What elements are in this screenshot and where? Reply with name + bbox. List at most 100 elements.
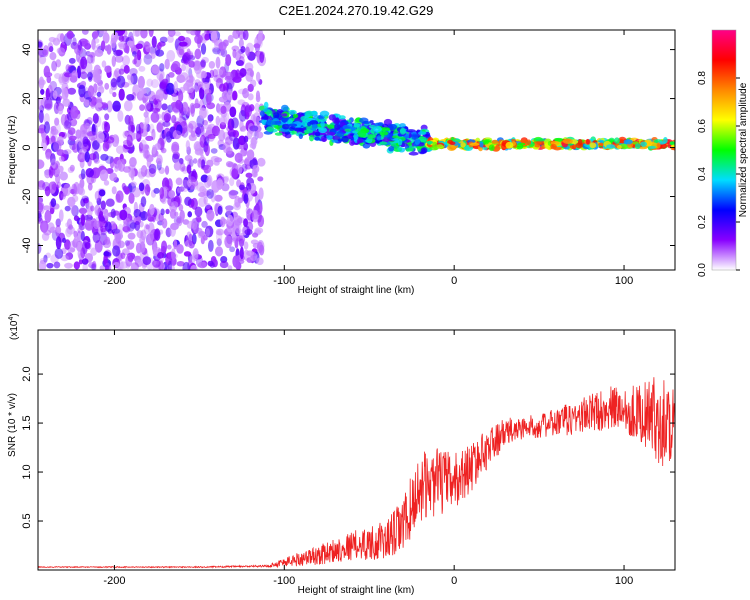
- heatmap-cell: [205, 228, 210, 237]
- heatmap-cell: [228, 131, 236, 142]
- heatmap-cell: [427, 140, 432, 145]
- heatmap-cell: [235, 227, 242, 234]
- heatmap-cell: [132, 187, 141, 198]
- heatmap-cell: [94, 68, 101, 82]
- heatmap-cell: [142, 97, 147, 104]
- heatmap-cell: [147, 222, 155, 235]
- heatmap-cell: [68, 57, 76, 64]
- heatmap-cell: [178, 35, 186, 42]
- heatmap-cell: [61, 39, 67, 45]
- heatmap-cell: [133, 208, 142, 218]
- heatmap-cell: [49, 226, 57, 234]
- heatmap-cell: [201, 81, 211, 91]
- heatmap-cell: [243, 218, 248, 228]
- heatmap-cell: [219, 115, 228, 126]
- heatmap-cell: [382, 127, 391, 132]
- heatmap-cell: [43, 254, 48, 263]
- heatmap-cell: [128, 168, 136, 179]
- heatmap-cell: [60, 254, 69, 262]
- heatmap-cell: [298, 133, 303, 140]
- heatmap-cell: [76, 130, 84, 138]
- heatmap-cell: [151, 35, 157, 48]
- heatmap-cell: [165, 131, 173, 143]
- heatmap-cell: [139, 210, 148, 221]
- heatmap-cell: [388, 145, 395, 152]
- heatmap-cell: [240, 45, 246, 53]
- heatmap-cell: [91, 260, 97, 270]
- heatmap-cell: [238, 38, 244, 49]
- heatmap-cell: [144, 183, 151, 196]
- heatmap-cell: [65, 252, 74, 260]
- heatmap-cell: [211, 125, 221, 137]
- heatmap-cell: [91, 124, 98, 136]
- heatmap-cell: [206, 209, 215, 221]
- heatmap-cell: [326, 135, 333, 139]
- heatmap-cell: [190, 264, 198, 270]
- heatmap-cell: [215, 228, 225, 236]
- heatmap-cell: [67, 196, 76, 207]
- heatmap-cell: [78, 137, 84, 149]
- heatmap-cell: [130, 73, 138, 85]
- heatmap-cell: [251, 136, 257, 150]
- heatmap-cell: [161, 218, 168, 229]
- heatmap-cell: [90, 205, 95, 212]
- heatmap-cell: [171, 153, 180, 164]
- heatmap-cell: [136, 216, 142, 222]
- heatmap-cell: [198, 196, 207, 208]
- heatmap-cell: [78, 258, 83, 265]
- heatmap-cell: [148, 30, 154, 37]
- heatmap-cell: [80, 56, 88, 70]
- heatmap-cell: [44, 186, 51, 197]
- heatmap-cell: [247, 83, 254, 92]
- heatmap-cell: [187, 123, 194, 133]
- heatmap-cell: [251, 165, 257, 178]
- heatmap-cell: [214, 157, 223, 163]
- heatmap-cell: [184, 154, 193, 162]
- heatmap-cell: [242, 30, 249, 41]
- heatmap-cell: [183, 176, 190, 189]
- heatmap-cell: [96, 131, 105, 144]
- heatmap-cell: [399, 127, 406, 135]
- heatmap-cell: [64, 262, 73, 269]
- heatmap-cell: [381, 131, 389, 136]
- heatmap-cell: [145, 101, 151, 110]
- heatmap-cell: [145, 46, 152, 53]
- heatmap-cell: [178, 204, 184, 212]
- heatmap-cell: [284, 133, 292, 139]
- heatmap-cell: [156, 154, 163, 166]
- heatmap-cell: [56, 47, 66, 55]
- heatmap-cell: [62, 98, 71, 107]
- heatmap-cell: [84, 241, 91, 249]
- y-tick-label: 20: [21, 92, 33, 104]
- heatmap-cell: [38, 54, 47, 65]
- heatmap-cell: [52, 140, 62, 152]
- heatmap-cell: [92, 140, 100, 150]
- heatmap-cell: [91, 38, 96, 50]
- snr-x-ticks: -200 -100 0 100: [103, 330, 633, 587]
- heatmap-cell: [167, 104, 173, 113]
- heatmap-cell: [256, 240, 265, 252]
- heatmap-cell: [397, 138, 403, 146]
- heatmap-cell: [125, 45, 130, 54]
- heatmap-cell: [311, 110, 318, 116]
- heatmap-cell: [43, 45, 49, 57]
- heatmap-cell: [309, 134, 315, 142]
- heatmap-cell: [241, 163, 248, 172]
- heatmap-cell: [55, 218, 61, 227]
- heatmap-cell: [162, 78, 169, 84]
- heatmap-cell: [341, 135, 349, 143]
- heatmap-cell: [123, 64, 130, 74]
- heatmap-cell: [52, 90, 58, 100]
- heatmap-cell: [156, 42, 162, 50]
- heatmap-cell: [66, 30, 74, 40]
- heatmap-cell: [199, 134, 207, 148]
- y-tick-label: 1.5: [21, 415, 33, 430]
- heatmap-cell: [170, 222, 179, 231]
- heatmap-cell: [187, 179, 192, 187]
- heatmap-cell: [103, 253, 108, 266]
- heatmap-cell: [377, 122, 384, 126]
- heatmap-cell: [640, 141, 647, 147]
- snr-panel: -200 -100 0 100 0.5 1.0 1.5 2.0 Height of stra…: [7, 313, 676, 596]
- heatmap-cell: [57, 165, 64, 173]
- heatmap-cell: [247, 93, 254, 101]
